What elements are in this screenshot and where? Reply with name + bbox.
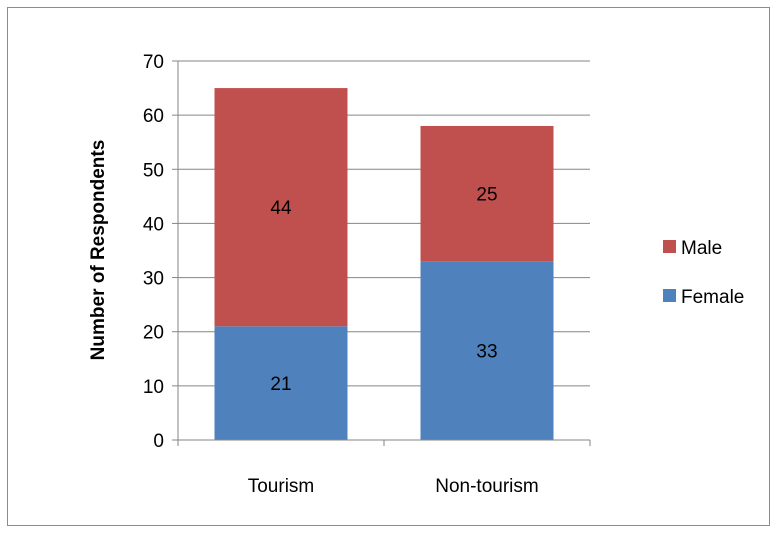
y-tick-label: 0 — [153, 431, 164, 452]
y-tick-label: 10 — [143, 377, 164, 398]
x-category-label: Non-tourism — [435, 476, 538, 497]
legend-label-female: Female — [681, 287, 744, 308]
data-label: 21 — [270, 374, 291, 395]
y-tick-label: 40 — [143, 214, 164, 235]
y-tick-label: 70 — [143, 52, 164, 73]
y-tick-label: 60 — [143, 106, 164, 127]
y-tick-label: 50 — [143, 160, 164, 181]
y-tick-label: 30 — [143, 269, 164, 290]
legend-swatch-male — [663, 240, 676, 253]
bars: 21 44 33 25 — [214, 88, 554, 440]
legend: Male Female — [663, 238, 744, 308]
bar-female — [214, 326, 348, 440]
data-label: 33 — [476, 342, 497, 363]
bar-male — [214, 88, 348, 327]
y-tick-label: 20 — [143, 323, 164, 344]
legend-label-male: Male — [681, 238, 722, 259]
legend-swatch-female — [663, 289, 676, 302]
bar-male — [420, 125, 554, 262]
data-label: 25 — [476, 185, 497, 206]
x-category-label: Tourism — [248, 476, 315, 497]
bar-female — [420, 261, 554, 440]
data-label: 44 — [270, 198, 292, 219]
y-axis-label: Number of Respondents — [88, 140, 109, 361]
axes: 0 10 20 30 40 50 60 70 Tourism Non-tourism — [143, 52, 591, 497]
